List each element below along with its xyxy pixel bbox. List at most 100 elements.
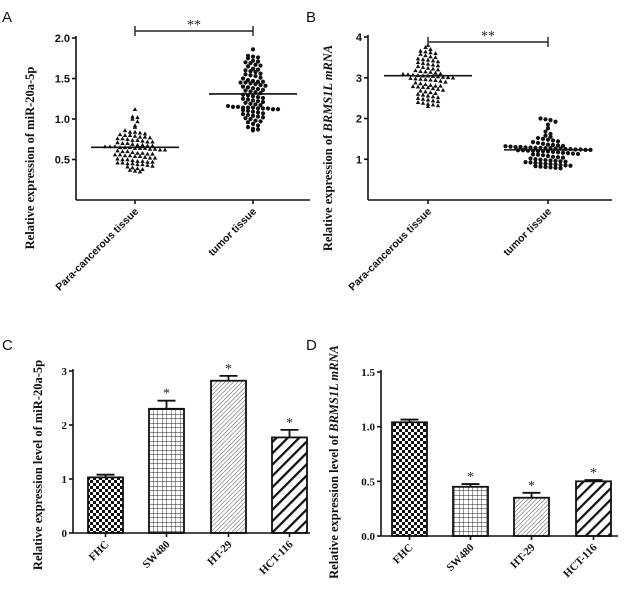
a-data-point-circle [255,114,261,119]
a-data-point-triangle [115,148,120,153]
b-data-point-circle [550,149,556,155]
a-data-point-circle [250,109,256,114]
panel-a-marks: ** [91,18,297,174]
panel-b-axes: 1 2 3 4 Para-cancerous tissue tumor tissue [346,32,612,293]
a-data-point-circle [250,86,256,91]
a-data-point-circle [255,59,261,64]
b-data-point-circle [543,133,548,138]
a-data-point-triangle [140,162,145,167]
b-data-point-circle [560,155,566,160]
a-data-point-triangle [132,107,138,112]
b-data-point-triangle [425,85,431,90]
a-data-point-triangle [132,133,138,138]
a-data-point-circle [240,76,246,81]
panel-d-marks: * * * [391,418,612,537]
b-y-tick-label: 1 [356,154,362,166]
b-data-point-triangle [420,57,426,62]
b-data-point-triangle [420,60,426,65]
a-data-point-triangle [127,129,133,134]
c-y-tick-label: 2 [62,420,68,432]
a-data-point-circle [243,72,248,77]
b-data-point-circle [555,150,561,155]
b-data-point-circle [523,160,528,165]
b-data-point-triangle [423,49,428,54]
b-data-point-triangle [420,92,426,97]
b-data-point-circle [555,143,561,148]
a-data-point-circle [240,84,246,89]
b-data-point-triangle [425,97,431,102]
a-data-point-circle [245,112,251,118]
a-data-point-circle [255,95,261,100]
b-data-point-triangle [418,69,423,73]
a-data-point-triangle [132,124,138,129]
b-data-point-circle [548,118,553,123]
b-data-point-triangle [425,93,431,98]
a-data-point-circle [250,113,256,118]
b-y-tick-label: 3 [356,73,362,85]
b-data-point-circle [528,145,533,150]
b-data-point-triangle [438,71,443,76]
a-data-point-triangle [137,169,143,174]
a-data-point-triangle [125,137,130,142]
d-y-tick-label: 0.0 [361,531,375,543]
panel-b-y-axis-label: Relative expression of BRMS1L mRNA [321,45,335,251]
a-data-point-circle [265,106,271,111]
b-data-point-triangle [443,79,448,84]
b-data-point-triangle [428,54,433,59]
a-data-point-triangle [130,141,135,146]
d-bar-sw480 [452,485,489,537]
b-data-point-triangle [450,75,456,80]
b-data-point-circle [548,134,553,139]
a-data-point-circle [240,96,246,101]
b-data-point-triangle [438,83,443,88]
d-y-tick-label: 1.5 [361,367,375,379]
a-data-point-triangle [125,164,130,169]
b-data-point-circle [558,166,563,171]
a-data-point-circle [248,69,253,74]
b-data-point-triangle [418,88,423,93]
a-data-point-triangle [127,167,133,172]
b-data-point-triangle [428,69,433,74]
b-data-point-circle [563,159,568,164]
a-data-point-circle [245,125,251,130]
panel-label-c: C [2,337,13,354]
a-data-point-triangle [145,143,150,148]
a-data-point-circle [248,81,253,86]
b-data-point-circle [543,129,548,134]
panel-c-bar-chart: Relative expression level of miR-20a-5p … [31,360,310,577]
a-data-point-circle [248,101,253,106]
b-data-point-circle [538,157,543,162]
b-data-point-triangle [435,67,441,72]
a-data-point-circle [245,97,251,102]
b-data-point-triangle [415,60,421,65]
a-data-point-circle [245,85,251,90]
panel-b-marks: ** [384,29,593,171]
b-data-point-triangle [418,51,423,56]
b-data-point-circle [538,161,543,166]
b-data-point-circle [555,155,561,160]
d-significance-label: * [467,470,474,485]
a-data-point-triangle [115,140,120,145]
a-data-point-circle [250,94,256,99]
a-data-point-triangle [152,146,158,151]
a-data-point-circle [275,107,281,112]
b-data-point-triangle [420,84,426,89]
a-data-point-circle [243,116,248,121]
b-data-point-triangle [433,91,438,95]
a-data-point-triangle [130,116,135,121]
panel-c-y-axis-label: Relative expression level of miR-20a-5p [31,360,45,570]
a-data-point-triangle [130,137,135,142]
d-x-category-label: SW480 [444,541,477,574]
b-data-point-circle [553,119,558,124]
b-data-point-triangle [415,100,421,104]
b-data-point-triangle [435,63,441,68]
b-data-point-circle [575,151,581,157]
a-data-point-triangle [137,134,143,139]
b-data-point-circle [528,156,533,161]
b-data-point-circle [543,157,548,163]
b-data-point-circle [538,116,543,121]
a-data-point-circle [245,105,251,110]
b-data-point-triangle [428,50,433,55]
b-data-point-triangle [440,74,446,79]
